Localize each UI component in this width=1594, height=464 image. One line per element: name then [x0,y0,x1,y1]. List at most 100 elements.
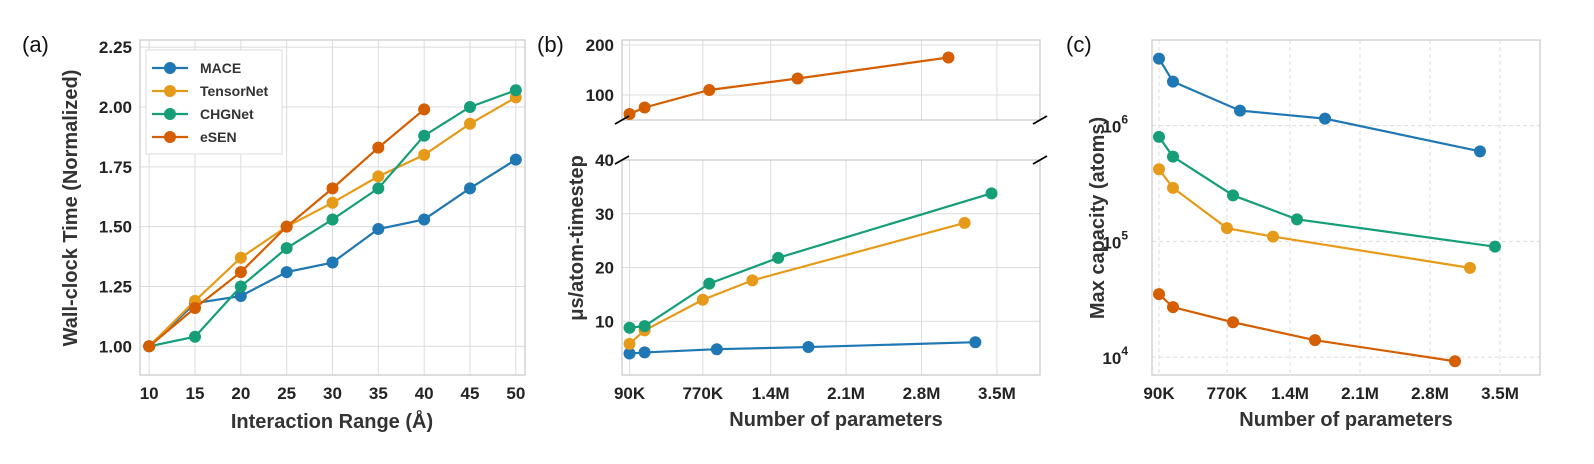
panel-c-ytick: 104 [1102,344,1128,368]
legend-label-mace: MACE [200,60,241,76]
panel-c-point-tensornet-4 [1464,261,1476,274]
panel-label-c: (c) [1066,32,1092,57]
panel-b-ytick: 10 [595,312,614,331]
panel-b-point-mace-4 [969,336,982,349]
panel-a-point-esen-5 [372,141,385,154]
panel-b-ytick: 200 [586,36,614,55]
panel-a-point-mace-5 [372,223,385,236]
panel-b-point-esen-1 [638,101,651,114]
panel-a-point-chgnet-2 [234,280,247,293]
panel-a-xtick: 10 [140,384,159,403]
axis-break-marks [614,115,1048,165]
panel-b-ytick: 20 [595,259,614,278]
panel-a-point-mace-6 [418,213,431,226]
panel-a-point-chgnet-1 [189,330,201,343]
panel-c-point-mace-2 [1234,104,1246,117]
panel-a-point-esen-3 [280,220,293,233]
panel-b-point-tensornet-4 [958,216,971,229]
panel-c-point-esen-0 [1153,288,1165,301]
panel-c-point-mace-4 [1474,145,1486,158]
panel-a-point-mace-4 [326,256,339,269]
axis-break-mark [614,115,630,125]
legend-marker-chgnet [164,108,176,120]
panel-a-point-esen-0 [143,340,156,353]
panel-b-ytick: 40 [595,151,614,170]
panel-a-ytick: 2.25 [99,38,132,57]
legend-marker-tensornet [164,85,176,97]
panel-b-point-mace-0 [623,347,636,360]
panel-c-xtick: 90K [1143,384,1175,403]
panel-a-point-chgnet-3 [280,242,293,255]
panel-a-xtick: 15 [186,384,205,403]
panel-a-ytick: 1.00 [99,337,132,356]
panel-c-point-chgnet-4 [1489,240,1501,253]
panel-a-frame [139,39,526,376]
panel-a-point-esen-1 [189,302,201,314]
panel-b-xtick: 2.8M [903,384,941,403]
panel-c-ytick-base: 10 [1102,118,1121,137]
panel-c-ylabel: Max capacity (atoms) [1087,117,1109,319]
panel-c-point-esen-2 [1227,316,1239,329]
panel-label-b: (b) [537,32,564,57]
panel-b-chart: 90K 770K 1.4M 2.1M 2.8M 3.5M 100 200 10 20 30 40 N… [566,36,1048,431]
panel-a-point-mace-3 [280,266,293,279]
panel-a-point-esen-6 [418,103,431,116]
panel-a-point-chgnet-5 [372,182,385,195]
axis-break-mark [1032,155,1048,165]
panel-c-xlabel: Number of parameters [1239,409,1452,431]
panel-b-lower-frame [621,159,1041,376]
panel-b-point-tensornet-3 [746,274,759,287]
panel-c-xtick: 2.1M [1341,384,1379,403]
panel-c-point-tensornet-2 [1221,222,1233,235]
panel-c-point-mace-0 [1153,52,1165,65]
panel-b-point-mace-3 [802,341,815,354]
panel-c-series-line-mace [1158,58,1481,153]
axis-break-mark [1032,115,1048,125]
panel-a-ylabel: Wall-clock Time (Normalized) [60,70,82,347]
panel-c-ytick-exponent: 4 [1121,344,1128,358]
panel-a-point-mace-7 [464,182,476,195]
panel-b-series-line-tensornet [628,221,965,345]
panel-b-ytick: 30 [595,205,614,224]
panel-c-point-chgnet-0 [1153,130,1165,143]
panel-b-point-mace-2 [710,343,723,356]
panel-a-chart: 10 15 20 25 30 35 40 45 50 1.00 1.25 1.50 1.75 2.00 2… [60,38,526,433]
panel-c-ytick: 106 [1102,113,1128,137]
panel-a-point-chgnet-8 [509,84,522,97]
panel-a-point-esen-2 [234,266,247,279]
panel-a-point-tensornet-5 [372,170,385,183]
panel-a-xtick: 45 [461,384,480,403]
panel-a-xtick: 30 [323,384,342,403]
panel-a-point-mace-8 [509,153,522,166]
panel-b-point-chgnet-4 [985,187,998,200]
panel-b-ytick: 100 [586,86,614,105]
legend-marker-mace [164,62,176,74]
panel-a-ytick: 2.00 [99,98,132,117]
panel-a-xtick: 25 [277,384,296,403]
panel-b-xtick: 3.5M [978,384,1016,403]
panel-b-xtick: 90K [614,384,646,403]
legend-label-tensornet: TensorNet [200,83,269,99]
panel-c-xtick: 770K [1207,384,1248,403]
panel-c-point-chgnet-1 [1167,150,1179,163]
panel-a-point-tensornet-6 [418,148,431,161]
panel-c-ytick: 105 [1102,228,1128,252]
panel-b-point-chgnet-0 [623,321,636,334]
panel-a-point-esen-4 [326,182,339,195]
panel-b-point-tensornet-0 [623,337,636,350]
panel-c-point-mace-3 [1319,112,1331,125]
panel-c-xtick: 2.8M [1411,384,1449,403]
panel-b-xlabel: Number of parameters [729,409,942,431]
panel-a-point-chgnet-4 [326,213,339,226]
panel-b-xtick: 770K [682,384,723,403]
legend: MACE TensorNet CHGNet eSEN [145,49,283,155]
panel-a-xlabel: Interaction Range (Å) [231,409,433,433]
panel-b-upper-frame [621,39,1041,121]
panel-a-xtick: 40 [415,384,434,403]
panel-a-xtick: 35 [369,384,388,403]
panel-a-xtick: 20 [231,384,250,403]
panel-b-point-esen-4 [942,51,955,64]
panel-a-ytick: 1.50 [99,218,132,237]
panel-c-point-esen-4 [1449,355,1461,368]
